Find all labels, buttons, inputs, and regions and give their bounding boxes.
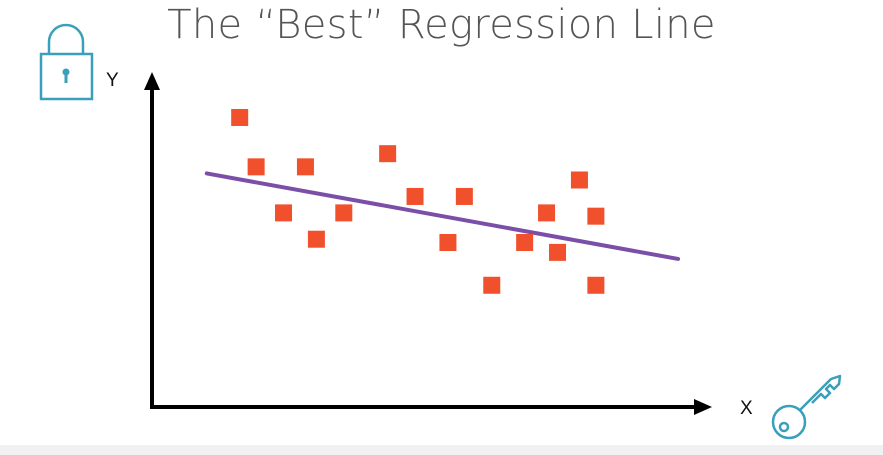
data-point: [516, 234, 534, 251]
x-axis-label: X: [740, 398, 753, 419]
data-point: [231, 108, 249, 126]
y-axis-arrowhead: [144, 72, 160, 90]
data-point: [307, 230, 325, 248]
data-point: [587, 207, 605, 225]
data-point: [483, 276, 501, 294]
data-point: [439, 234, 457, 251]
data-point: [275, 204, 293, 222]
data-point: [549, 243, 567, 261]
regression-line: [204, 171, 681, 261]
data-point: [570, 171, 588, 189]
chart-title: The “Best” Regression Line: [167, 2, 716, 48]
data-point: [296, 158, 314, 176]
data-point: [538, 204, 556, 222]
data-point: [247, 158, 265, 176]
footer-bar: [0, 445, 883, 455]
data-point: [379, 145, 397, 163]
x-axis-arrowhead: [694, 399, 712, 415]
data-point: [587, 276, 605, 294]
data-point: [455, 187, 473, 205]
padlock-icon: [39, 23, 94, 101]
data-point: [335, 204, 353, 222]
key-icon: [771, 374, 842, 440]
data-point: [406, 187, 424, 205]
y-axis-label: Y: [106, 70, 119, 91]
